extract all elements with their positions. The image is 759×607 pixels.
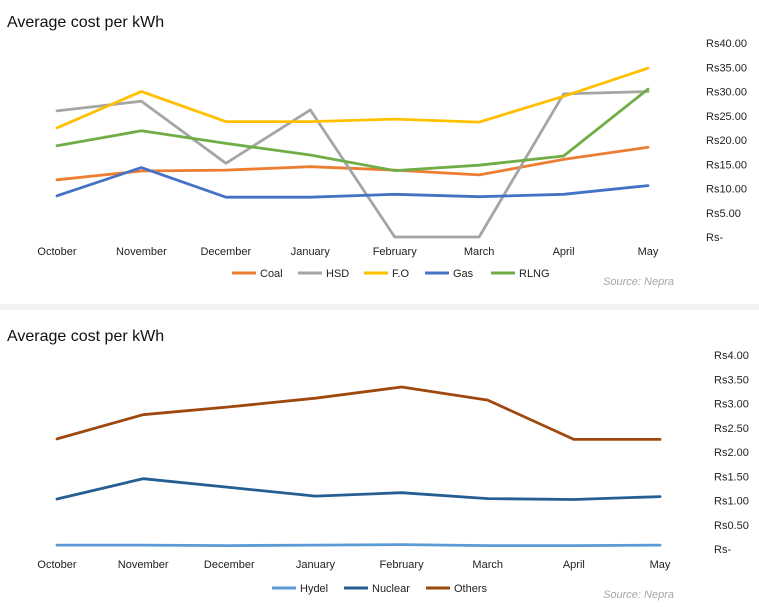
source-note: Source: Nepra xyxy=(603,589,674,601)
x-tick-label: January xyxy=(291,246,331,258)
x-tick-label: December xyxy=(200,246,251,258)
y-tick-label: Rs- xyxy=(706,232,723,244)
x-tick-label: December xyxy=(204,559,255,571)
x-tick-label: November xyxy=(116,246,167,258)
y-tick-label: Rs0.50 xyxy=(714,520,749,532)
legend-label-gas: Gas xyxy=(453,268,474,280)
y-tick-label: Rs2.00 xyxy=(714,447,749,459)
x-tick-label: March xyxy=(472,559,503,571)
y-tick-label: Rs25.00 xyxy=(706,111,747,123)
series-line-hsd xyxy=(55,90,650,239)
y-tick-label: Rs30.00 xyxy=(706,87,747,99)
x-tick-label: February xyxy=(380,559,425,571)
y-tick-label: Rs4.00 xyxy=(714,350,749,362)
x-tick-label: January xyxy=(296,559,336,571)
x-tick-label: May xyxy=(638,246,659,258)
legend-label-nuclear: Nuclear xyxy=(372,583,410,595)
other-cost-line-chart: Rs- Rs0.50 Rs1.00 Rs1.50 Rs2.00 Rs2.50 Rs3.00 R… xyxy=(37,350,749,601)
series-line-hydel xyxy=(55,543,662,548)
y-tick-label: Rs1.50 xyxy=(714,471,749,483)
series-line-others xyxy=(55,385,662,441)
x-tick-label: April xyxy=(553,246,575,258)
legend-label-hydel: Hydel xyxy=(300,583,328,595)
legend-label-hsd: HSD xyxy=(326,268,349,280)
x-tick-label: February xyxy=(373,246,418,258)
legend-label-f-o: F.O xyxy=(392,268,410,280)
x-tick-label: October xyxy=(37,559,76,571)
series-line-coal xyxy=(55,145,650,182)
chart-title: Average cost per kWh xyxy=(7,328,165,345)
y-tick-label: Rs15.00 xyxy=(706,159,747,171)
x-tick-label: April xyxy=(563,559,585,571)
x-tick-label: March xyxy=(464,246,495,258)
y-tick-label: Rs10.00 xyxy=(706,184,747,196)
x-tick-label: November xyxy=(118,559,169,571)
chart-title: Average cost per kWh xyxy=(7,14,165,31)
y-tick-label: Rs3.00 xyxy=(714,399,749,411)
series-line-f-o xyxy=(55,66,650,130)
series-line-gas xyxy=(55,166,650,199)
source-note: Source: Nepra xyxy=(603,276,674,288)
x-tick-label: October xyxy=(37,246,76,258)
y-tick-label: Rs5.00 xyxy=(706,208,741,220)
panel-divider xyxy=(0,304,759,310)
series-line-rlng xyxy=(55,87,650,173)
y-tick-label: Rs40.00 xyxy=(706,38,747,50)
y-tick-label: Rs- xyxy=(714,544,731,556)
y-tick-label: Rs20.00 xyxy=(706,135,747,147)
y-tick-label: Rs35.00 xyxy=(706,62,747,74)
other-cost-chart-panel: Average cost per kWh Rs- Rs0.50 Rs1.00 Rs1.… xyxy=(0,318,759,607)
legend-label-rlng: RLNG xyxy=(519,268,550,280)
y-tick-label: Rs1.00 xyxy=(714,496,749,508)
legend-label-others: Others xyxy=(454,583,488,595)
y-tick-label: Rs3.50 xyxy=(714,374,749,386)
fuel-cost-line-chart: Rs- Rs5.00 Rs10.00 Rs15.00 Rs20.00 Rs25.00 Rs3… xyxy=(37,38,747,288)
fuel-cost-chart-panel: Average cost per kWh Rs- Rs5.00 Rs10.00 Rs1… xyxy=(0,0,759,300)
series-line-nuclear xyxy=(55,477,662,501)
x-tick-label: May xyxy=(650,559,671,571)
y-tick-label: Rs2.50 xyxy=(714,423,749,435)
legend-label-coal: Coal xyxy=(260,268,283,280)
